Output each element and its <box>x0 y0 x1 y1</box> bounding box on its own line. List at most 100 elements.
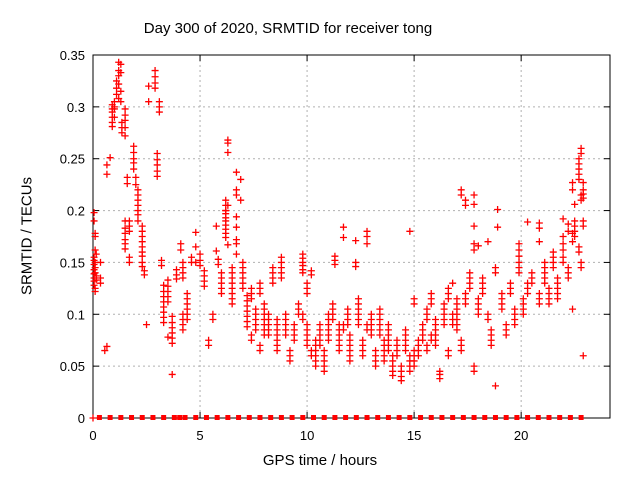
data-point-plus <box>535 238 543 246</box>
data-point-plus <box>571 233 579 240</box>
y-tick-label: 0.3 <box>67 100 85 115</box>
data-point-plus <box>569 305 577 313</box>
data-point-plus <box>256 347 264 355</box>
data-point-plus <box>466 284 474 292</box>
data-point-plus <box>487 341 495 349</box>
data-point-plus <box>393 352 401 360</box>
data-point-plus <box>123 180 131 188</box>
data-point-plus <box>200 282 208 290</box>
data-point-plus <box>183 315 191 323</box>
data-point-square <box>407 415 413 420</box>
chart-title: Day 300 of 2020, SRMTID for receiver ton… <box>143 20 433 37</box>
data-point-plus <box>427 300 435 308</box>
data-point-square <box>418 415 424 420</box>
data-point-plus <box>277 274 285 282</box>
data-point-plus <box>151 84 159 92</box>
x-tick-label: 15 <box>407 428 421 443</box>
data-point-plus <box>90 281 98 289</box>
data-point-plus <box>461 201 469 209</box>
data-point-square <box>107 415 113 420</box>
data-point-plus <box>168 370 176 378</box>
data-point-plus <box>140 271 148 279</box>
data-point-plus <box>209 315 217 323</box>
data-point-plus <box>224 139 232 147</box>
data-point-plus <box>125 258 133 266</box>
data-point-plus <box>239 284 247 292</box>
data-point-plus <box>247 295 255 303</box>
y-tick-label: 0.05 <box>60 359 85 374</box>
data-point-plus <box>168 312 176 320</box>
data-point-plus <box>237 196 245 204</box>
data-point-square <box>289 415 295 420</box>
data-point-plus <box>346 357 354 365</box>
data-point-plus <box>559 258 567 266</box>
data-point-plus <box>130 148 138 156</box>
data-point-plus <box>164 276 172 284</box>
data-point-plus <box>117 69 125 77</box>
data-point-plus <box>575 248 583 256</box>
data-point-plus <box>316 341 324 349</box>
data-point-plus <box>222 234 230 242</box>
data-point-plus <box>436 375 444 383</box>
data-point-plus <box>160 281 168 289</box>
data-point-plus <box>320 367 328 375</box>
data-point-square <box>343 415 349 420</box>
data-point-plus <box>575 175 583 183</box>
data-point-plus <box>331 261 339 269</box>
data-point-plus <box>569 186 577 194</box>
data-point-square <box>482 415 488 420</box>
data-point-square <box>364 415 370 420</box>
data-point-square <box>514 415 520 420</box>
data-point-plus <box>232 168 240 176</box>
data-point-plus <box>106 154 114 162</box>
data-point-plus <box>577 150 585 158</box>
data-point-plus <box>511 321 519 329</box>
data-point-plus <box>151 67 159 75</box>
data-point-square <box>567 415 573 420</box>
data-point-plus <box>205 341 213 349</box>
y-tick-label: 0.15 <box>60 255 85 270</box>
data-point-plus <box>494 223 502 231</box>
data-point-plus <box>554 295 562 303</box>
data-point-square <box>460 415 466 420</box>
y-tick-label: 0 <box>78 411 85 426</box>
data-point-plus <box>179 274 187 282</box>
data-point-square <box>471 415 477 420</box>
data-point-square <box>375 415 381 420</box>
data-point-square <box>129 415 135 420</box>
data-point-square <box>268 415 274 420</box>
data-point-plus <box>138 263 146 271</box>
data-point-square <box>214 415 220 420</box>
y-tick-label: 0.25 <box>60 152 85 167</box>
data-point-plus <box>121 116 129 124</box>
data-point-plus <box>457 347 465 355</box>
data-point-plus <box>494 206 502 214</box>
data-point-plus <box>453 326 461 334</box>
data-point-square <box>311 415 317 420</box>
data-point-plus <box>449 279 457 287</box>
data-point-plus <box>329 315 337 323</box>
data-point-plus <box>177 246 185 254</box>
data-point-plus <box>541 279 549 287</box>
data-point-plus <box>286 357 294 365</box>
data-point-plus <box>232 250 240 258</box>
data-point-plus <box>232 223 240 231</box>
data-point-plus <box>252 326 260 334</box>
y-tick-label: 0.2 <box>67 204 85 219</box>
data-point-square <box>193 415 199 420</box>
data-point-plus <box>519 310 527 318</box>
data-point-plus <box>470 222 478 230</box>
data-point-plus <box>303 341 311 349</box>
data-point-plus <box>196 250 204 258</box>
data-point-plus <box>474 242 482 250</box>
data-point-plus <box>192 258 200 266</box>
data-point-plus <box>479 290 487 298</box>
data-point-plus <box>290 336 298 344</box>
data-point-plus <box>498 305 506 313</box>
data-point-plus <box>564 220 572 228</box>
data-point-plus <box>179 326 187 334</box>
data-point-plus <box>164 333 172 341</box>
x-tick-label: 10 <box>300 428 314 443</box>
data-point-plus <box>132 173 140 181</box>
